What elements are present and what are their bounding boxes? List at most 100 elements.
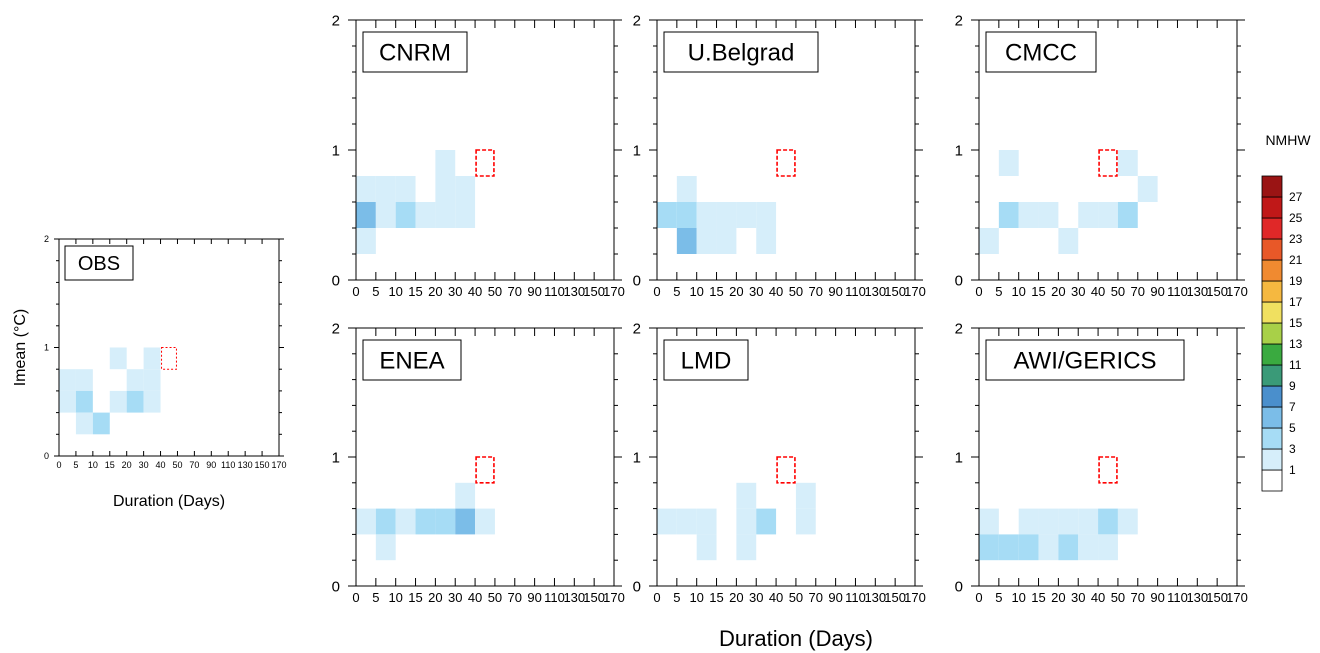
y-tick-label: 2 [955, 13, 963, 30]
x-tick-label: 5 [73, 460, 78, 470]
x-tick-label: 10 [388, 284, 402, 299]
x-tick-label: 150 [884, 590, 906, 605]
colorbar-swatch [1261, 196, 1283, 219]
x-tick-label: 170 [603, 284, 625, 299]
heatmap-cell [716, 228, 737, 254]
colorbar-swatch [1261, 280, 1283, 303]
heatmap-cell [109, 390, 127, 413]
highlight-box [776, 456, 796, 484]
heatmap-cell [356, 508, 376, 535]
x-tick-label: 130 [1186, 284, 1208, 299]
panel-label: ENEA [379, 348, 444, 375]
y-tick-label: 0 [44, 451, 49, 461]
heatmap-cell [1038, 202, 1059, 228]
colorbar-swatch [1261, 427, 1283, 450]
x-tick-label: 10 [1011, 284, 1025, 299]
highlight-box [1098, 149, 1118, 177]
colorbar-tick-label: 7 [1289, 400, 1296, 414]
colorbar-tick-label: 11 [1289, 358, 1302, 372]
colorbar-tick-label: 25 [1289, 211, 1303, 225]
y-tick-label: 0 [955, 579, 963, 596]
y-tick-label: 2 [44, 234, 49, 244]
panel-u-belgrad: 0 5 10 15 20 30 40 50 70 90 110130150170012U.Belgr… [633, 13, 926, 299]
colorbar-swatch [1261, 217, 1283, 240]
heatmap-cell [356, 228, 376, 254]
heatmap-cell [676, 228, 697, 254]
y-tick-label: 0 [633, 273, 641, 290]
y-tick-label: 0 [332, 273, 340, 290]
heatmap-cell [92, 412, 110, 435]
heatmap-cell [455, 482, 476, 509]
heatmap-cell [59, 369, 76, 391]
heatmap-cell [998, 150, 1019, 176]
x-tick-label: 15 [408, 284, 422, 299]
x-tick-label: 90 [828, 284, 842, 299]
x-tick-label: 15 [709, 590, 723, 605]
colorbar-swatch [1261, 364, 1283, 387]
panel-label-box [362, 31, 468, 73]
heatmap-cell [395, 508, 416, 535]
x-tick-label: 30 [1071, 284, 1085, 299]
x-tick-label: 150 [583, 590, 605, 605]
x-tick-label: 90 [527, 284, 541, 299]
heatmap-cell [736, 202, 757, 228]
x-tick-label: 130 [864, 284, 886, 299]
heatmap-cell [736, 482, 757, 509]
heatmap-cell [696, 202, 717, 228]
x-tick-label: 20 [1051, 284, 1065, 299]
heatmap-cell [795, 482, 816, 509]
heatmap-cell [435, 150, 456, 176]
heatmap-cell [375, 202, 396, 228]
x-tick-label: 0 [653, 590, 660, 605]
panels-layer: 0 5 10 15 20 30 40 50 70 90 110 130 150 170012OBSDura… [12, 13, 1248, 605]
x-tick-label: 40 [468, 590, 482, 605]
x-tick-label: 0 [352, 590, 359, 605]
x-tick-label: 70 [508, 590, 522, 605]
heatmap-cell [1117, 508, 1138, 535]
x-tick-label: 40 [468, 284, 482, 299]
y-tick-label: 1 [955, 450, 963, 467]
heatmap-cell [795, 508, 816, 535]
x-tick-label: 170 [1226, 284, 1248, 299]
heatmap-cell [455, 508, 476, 535]
colorbar-swatch [1261, 469, 1283, 492]
heatmap-cell [676, 176, 697, 202]
x-tick-label: 0 [975, 284, 982, 299]
y-tick-label: 1 [633, 450, 641, 467]
panel-label-box [985, 31, 1097, 73]
highlight-box [475, 149, 495, 177]
heatmap-cell [696, 534, 717, 561]
x-tick-label: 110 [845, 284, 866, 299]
highlight-box [776, 149, 796, 177]
colorbar-swatch [1261, 238, 1283, 261]
heatmap-cell [375, 176, 396, 202]
colorbar-swatch [1261, 448, 1283, 471]
x-tick-label: 30 [749, 590, 763, 605]
x-tick-label: 40 [1091, 590, 1105, 605]
colorbar-swatch [1261, 406, 1283, 429]
x-tick-label: 20 [428, 284, 442, 299]
x-tick-label: 70 [508, 284, 522, 299]
x-tick-label: 5 [995, 590, 1002, 605]
x-tick-label: 40 [769, 284, 783, 299]
heatmap-cell [696, 228, 717, 254]
x-tick-label: 50 [789, 590, 803, 605]
highlight-box [1098, 456, 1118, 484]
x-tick-label: 10 [689, 284, 703, 299]
y-tick-label: 1 [633, 143, 641, 160]
y-tick-label: 1 [44, 343, 49, 353]
x-tick-label: 10 [88, 460, 98, 470]
heatmap-cell [756, 228, 777, 254]
colorbar-swatch [1261, 301, 1283, 324]
x-tick-label: 110 [544, 590, 565, 605]
heatmap-cell [1078, 508, 1099, 535]
x-tick-label: 70 [809, 590, 823, 605]
x-tick-label: 10 [388, 590, 402, 605]
heatmap-cell [1098, 202, 1118, 228]
panel-awi-gerics: 0 5 10 15 20 30 40 50 70 90 110130150170012AWI/GER… [955, 321, 1248, 605]
y-tick-label: 2 [332, 321, 340, 338]
colorbar-swatch [1261, 343, 1283, 366]
